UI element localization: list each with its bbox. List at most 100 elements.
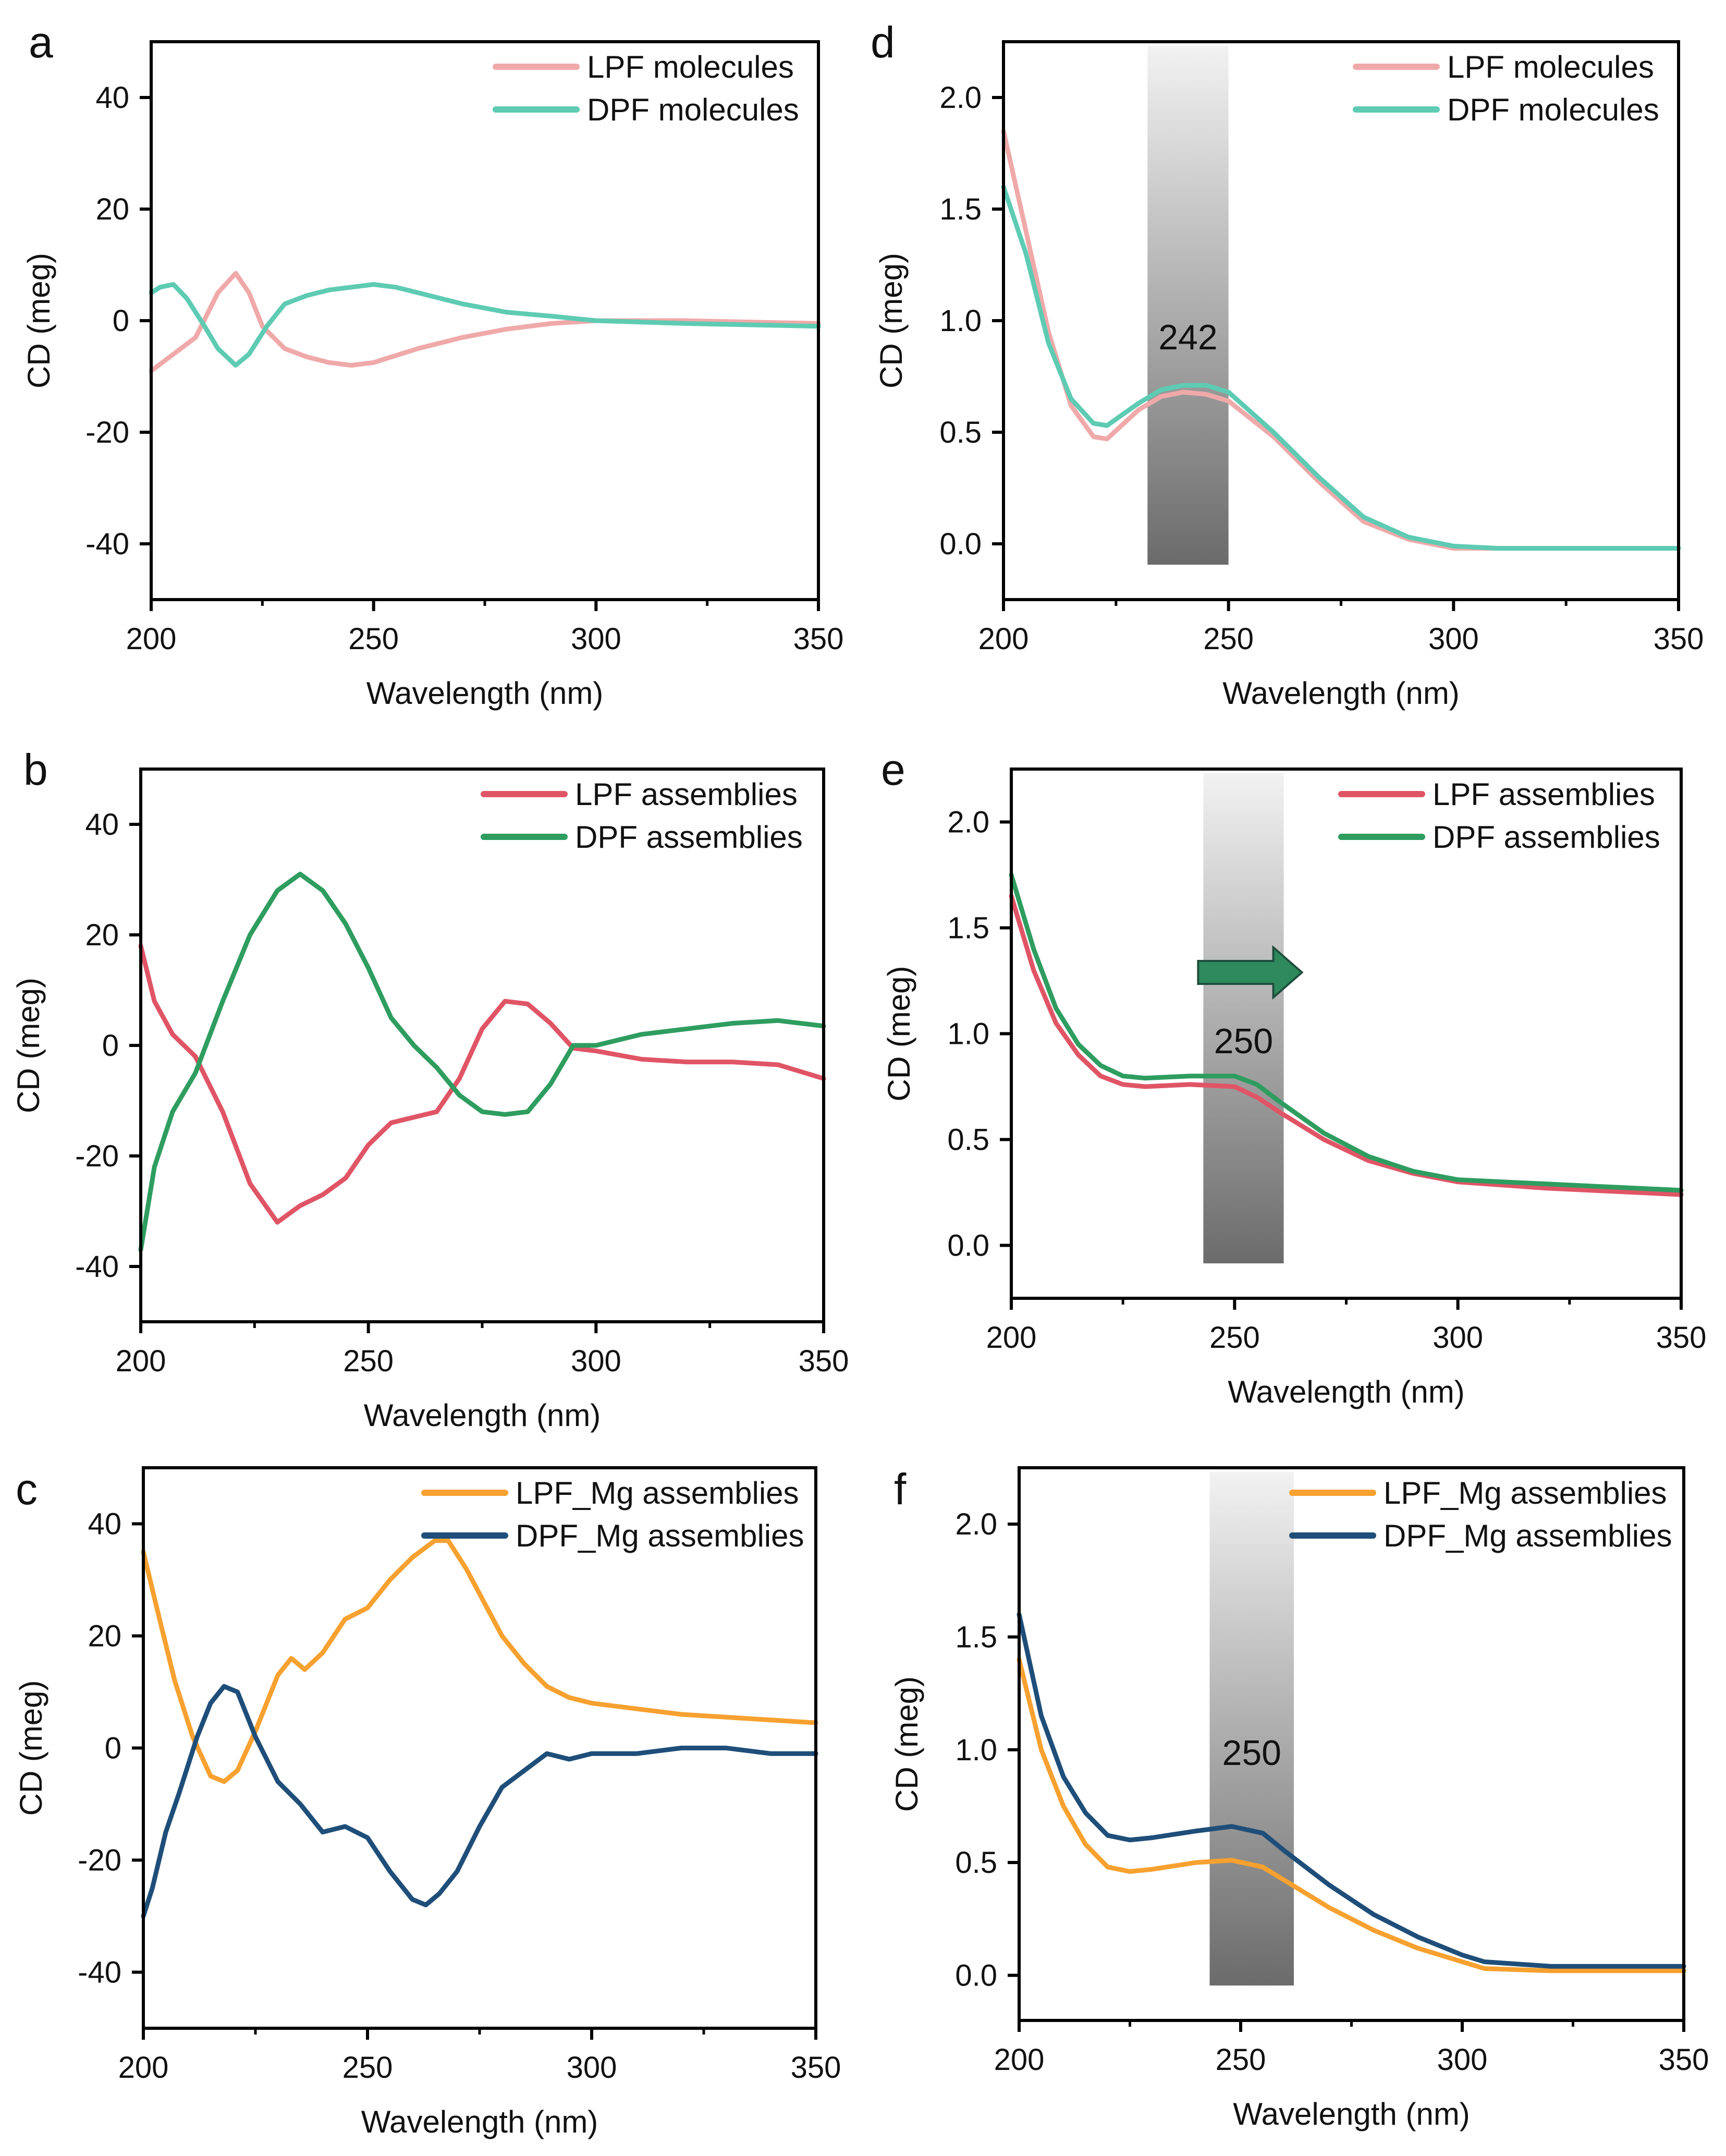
legend-label: LPF assemblies <box>1433 777 1655 812</box>
series-line-lpf-molecules <box>149 271 821 373</box>
series-line-dpf-molecules <box>1001 184 1681 551</box>
panel-letter: f <box>894 1465 907 1514</box>
y-tick-label: 20 <box>95 192 129 226</box>
band-peak-label: 250 <box>1214 1021 1273 1061</box>
series-line-dpf-assemblies <box>1009 872 1684 1193</box>
series-line-dpf-mg-assemblies <box>1017 1612 1686 1969</box>
panel-c: 200 250 300 350 -40 -20 0 20 40 Wavelength (nm) CD… <box>14 1465 841 2139</box>
panel-letter: b <box>23 745 48 794</box>
x-tick-label: 300 <box>1437 2043 1488 2077</box>
y-tick-label: 40 <box>88 1507 121 1541</box>
red-shift-arrow <box>1197 945 1304 1000</box>
panel-letter: c <box>16 1465 38 1514</box>
panel-f: 250 200 250 300 350 0.0 0.5 1.0 1.5 2.0 Wavelength… <box>889 1465 1709 2131</box>
y-tick-label: 20 <box>85 918 119 952</box>
y-axis-title: CD (meg) <box>889 1676 924 1812</box>
y-tick-label: 0.5 <box>955 1846 997 1880</box>
legend-label: LPF_Mg assemblies <box>1384 1476 1667 1511</box>
x-tick-label: 350 <box>799 1344 849 1378</box>
y-tick-label: 1.0 <box>955 1733 997 1767</box>
highlight-band <box>1147 46 1229 565</box>
legend-label: DPF_Mg assemblies <box>516 1518 804 1553</box>
legend-label: LPF_Mg assemblies <box>516 1476 799 1511</box>
series-line-dpf-assemblies <box>138 871 826 1252</box>
x-tick-label: 300 <box>567 2051 617 2085</box>
panel-letter: a <box>29 18 53 67</box>
panel-letter: e <box>881 745 905 794</box>
legend-label: LPF molecules <box>587 50 794 84</box>
panels-layer: 200 250 300 350 -40 -20 0 20 40 Wavelength (nm) CD… <box>11 18 1709 2139</box>
x-tick-label: 300 <box>571 622 621 656</box>
y-tick-label: -20 <box>78 1844 121 1878</box>
y-tick-label: 0.5 <box>939 416 982 449</box>
x-tick-label: 250 <box>342 2051 393 2085</box>
y-tick-label: 1.0 <box>947 1017 989 1051</box>
series-line-lpf-assemblies <box>138 943 826 1225</box>
x-tick-label: 200 <box>126 622 177 656</box>
x-axis-title: Wavelength (nm) <box>1228 1374 1465 1409</box>
series-line-dpf-molecules <box>149 282 821 368</box>
x-tick-label: 300 <box>1428 622 1479 656</box>
x-axis-title: Wavelength (nm) <box>1233 2097 1470 2131</box>
x-tick-label: 200 <box>994 2043 1045 2077</box>
y-axis-title: CD (meg) <box>14 1680 48 1816</box>
y-tick-label: 1.0 <box>939 304 982 338</box>
panel-b: 200 250 300 350 -40 -20 0 20 40 Wavelength (nm) CD… <box>11 745 849 1433</box>
x-tick-label: 250 <box>348 622 399 656</box>
series-line-lpf-molecules <box>1001 128 1681 551</box>
x-tick-label: 200 <box>986 1321 1037 1355</box>
x-axis-title: Wavelength (nm) <box>361 2104 598 2139</box>
x-tick-label: 300 <box>1433 1321 1483 1355</box>
x-tick-label: 200 <box>978 622 1029 656</box>
panel-e: 250 200 250 300 350 0.0 0.5 1.0 1.5 2.0 Wavelength… <box>881 745 1706 1409</box>
x-tick-label: 300 <box>571 1344 621 1378</box>
series-line-lpf-assemblies <box>1009 894 1684 1197</box>
y-axis-title: CD (meg) <box>874 253 909 388</box>
x-tick-label: 250 <box>1203 622 1254 656</box>
x-tick-label: 250 <box>343 1344 394 1378</box>
x-axis-title: Wavelength (nm) <box>364 1398 601 1433</box>
x-axis-title: Wavelength (nm) <box>1222 676 1460 711</box>
y-tick-label: 0.0 <box>939 527 982 561</box>
y-tick-label: -40 <box>78 1956 121 1990</box>
series-line-lpf-mg-assemblies <box>141 1538 818 1784</box>
x-tick-label: 250 <box>1216 2043 1266 2077</box>
legend-label: DPF molecules <box>1447 92 1659 127</box>
band-peak-label: 242 <box>1158 318 1217 357</box>
panel-letter: d <box>871 18 895 67</box>
legend-label: DPF_Mg assemblies <box>1384 1518 1672 1553</box>
y-tick-label: 0.0 <box>955 1958 997 1992</box>
y-tick-label: 40 <box>85 808 119 842</box>
legend-label: LPF assemblies <box>575 777 798 812</box>
y-tick-label: -20 <box>85 416 129 449</box>
y-tick-label: 2.0 <box>955 1507 997 1541</box>
panel-d: 242 200 250 300 350 0.0 0.5 1.0 1.5 2.0 Wavelength… <box>871 18 1704 711</box>
y-tick-label: -40 <box>75 1250 119 1284</box>
y-tick-label: 0.0 <box>947 1229 989 1263</box>
legend-label: DPF assemblies <box>575 820 803 855</box>
y-tick-label: 40 <box>95 81 129 115</box>
y-tick-label: 2.0 <box>939 81 982 115</box>
y-tick-label: 1.5 <box>939 192 982 226</box>
y-tick-label: 20 <box>88 1619 121 1653</box>
y-tick-label: -40 <box>85 527 129 561</box>
y-axis-title: CD (meg) <box>21 253 56 388</box>
x-tick-label: 350 <box>1659 2043 1709 2077</box>
x-tick-label: 250 <box>1209 1321 1260 1355</box>
highlight-band <box>1203 773 1284 1263</box>
y-tick-label: -20 <box>75 1139 119 1173</box>
y-tick-label: 0 <box>105 1732 121 1765</box>
y-tick-label: 0.5 <box>947 1123 989 1157</box>
y-tick-label: 2.0 <box>947 806 989 839</box>
y-tick-label: 1.5 <box>947 911 989 945</box>
x-tick-label: 200 <box>118 2051 169 2085</box>
band-peak-label: 250 <box>1222 1733 1281 1773</box>
x-tick-label: 350 <box>1656 1321 1707 1355</box>
legend-label: DPF assemblies <box>1433 820 1660 855</box>
panel-a: 200 250 300 350 -40 -20 0 20 40 Wavelength (nm) CD… <box>21 18 843 711</box>
y-axis-title: CD (meg) <box>882 966 916 1101</box>
x-tick-label: 350 <box>1654 622 1704 656</box>
y-tick-label: 1.5 <box>955 1620 997 1654</box>
x-tick-label: 350 <box>793 622 844 656</box>
